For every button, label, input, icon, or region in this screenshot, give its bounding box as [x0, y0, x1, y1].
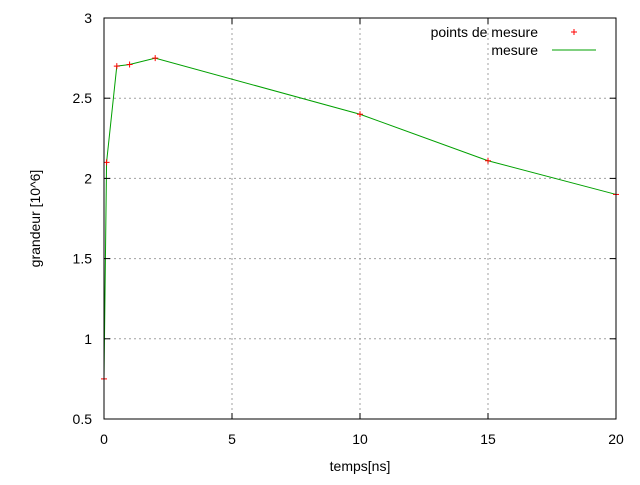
data-point-marker	[485, 157, 491, 164]
data-point-marker	[113, 63, 120, 70]
y-tick-label: 1.5	[73, 251, 93, 267]
y-tick-label: 2.5	[73, 90, 93, 106]
y-tick-label: 3	[84, 10, 92, 26]
y-tick-label: 0.5	[73, 411, 93, 427]
data-point-marker	[126, 61, 133, 68]
data-point-marker	[103, 159, 110, 166]
legend-label-points: points de mesure	[431, 24, 539, 40]
x-tick-label: 0	[100, 431, 108, 447]
x-axis-label: temps[ns]	[330, 458, 391, 474]
legend-label-line: mesure	[491, 42, 538, 58]
data-point-marker	[152, 55, 159, 62]
x-tick-label: 10	[352, 431, 368, 447]
axis-ticks: 0 5 10 15 20 0.5 1 1.5 2 2.5 3	[73, 10, 624, 447]
x-tick-label: 15	[480, 431, 496, 447]
mesure-line	[103, 57, 617, 379]
x-tick-label: 20	[608, 431, 624, 447]
legend-marker-plus	[571, 29, 577, 35]
x-tick-label: 5	[228, 431, 236, 447]
legend-plus-glyph	[571, 29, 577, 35]
data-point-marker	[357, 111, 363, 118]
y-axis-label: grandeur [10^6]	[27, 170, 43, 268]
grid-lines	[104, 18, 616, 419]
legend: points de mesure mesure	[431, 24, 596, 58]
y-tick-label: 2	[84, 170, 92, 186]
y-tick-label: 1	[84, 331, 92, 347]
